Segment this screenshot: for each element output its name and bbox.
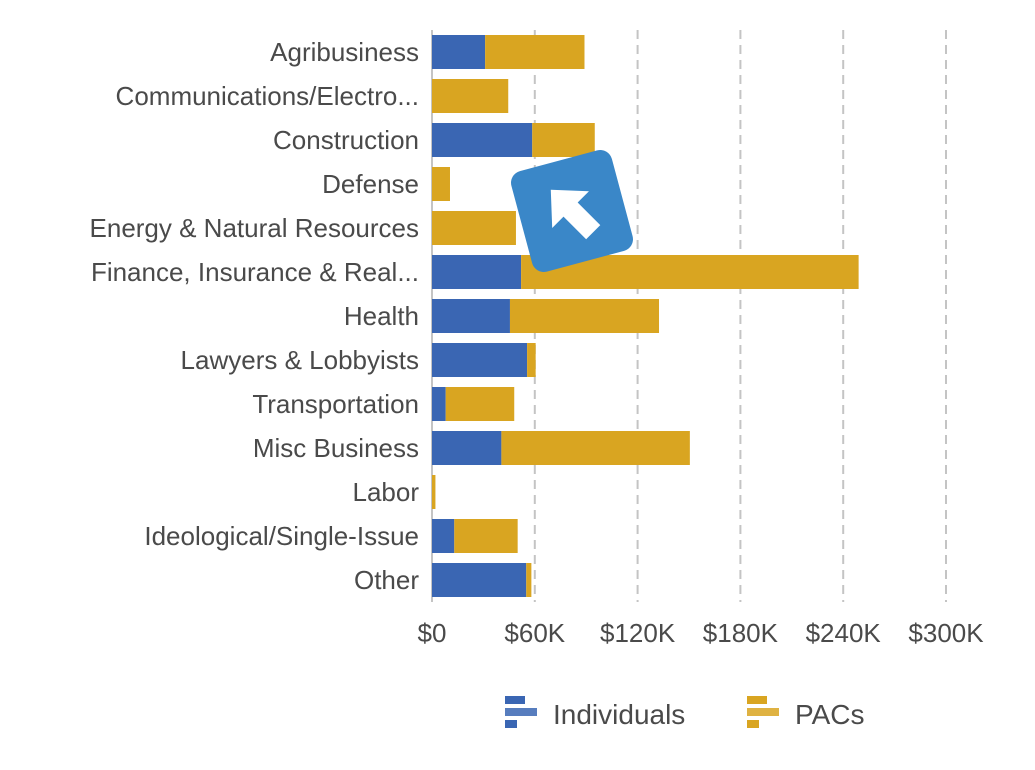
category-label: Transportation — [252, 389, 419, 419]
category-label: Agribusiness — [270, 37, 419, 67]
bar-individuals[interactable] — [432, 563, 527, 597]
bar-pacs[interactable] — [501, 431, 690, 465]
bar-individuals[interactable] — [432, 431, 502, 465]
legend-swatch-pacs — [747, 696, 767, 704]
bar-pacs[interactable] — [432, 475, 436, 509]
category-labels: Agribusiness Communications/Electro... Con… — [90, 37, 420, 595]
bar-individuals[interactable] — [432, 255, 522, 289]
bar-individuals[interactable] — [432, 35, 486, 69]
bar-pacs[interactable] — [509, 299, 660, 333]
x-tick-label: $0 — [418, 618, 447, 648]
category-label: Defense — [322, 169, 419, 199]
bar-pacs[interactable] — [527, 343, 536, 377]
category-label: Ideological/Single-Issue — [144, 521, 419, 551]
bar-pacs[interactable] — [432, 79, 509, 113]
x-tick-label: $60K — [504, 618, 565, 648]
category-label: Labor — [353, 477, 420, 507]
bars — [432, 35, 859, 597]
bar-pacs[interactable] — [432, 167, 450, 201]
category-label: Finance, Insurance & Real... — [91, 257, 419, 287]
category-label: Construction — [273, 125, 419, 155]
x-tick-label: $120K — [600, 618, 676, 648]
x-tick-label: $300K — [908, 618, 984, 648]
bar-pacs[interactable] — [526, 563, 532, 597]
bar-pacs[interactable] — [445, 387, 515, 421]
category-label: Communications/Electro... — [116, 81, 419, 111]
bar-pacs[interactable] — [532, 123, 595, 157]
category-label: Lawyers & Lobbyists — [181, 345, 419, 375]
legend-swatch-individuals — [505, 720, 517, 728]
legend-swatch-individuals — [505, 696, 525, 704]
back-arrow-icon — [550, 189, 601, 240]
x-tick-labels: $0 $60K $120K $180K $240K $300K — [418, 618, 985, 648]
legend-swatch-pacs — [747, 708, 779, 716]
category-label: Misc Business — [253, 433, 419, 463]
category-label: Other — [354, 565, 419, 595]
legend-label-individuals: Individuals — [553, 699, 685, 730]
legend-swatch-pacs — [747, 720, 759, 728]
back-button[interactable] — [508, 147, 635, 274]
bar-individuals[interactable] — [432, 519, 455, 553]
legend: Individuals PACs — [505, 696, 865, 730]
bar-pacs[interactable] — [432, 211, 516, 245]
x-tick-label: $240K — [806, 618, 882, 648]
bar-individuals[interactable] — [432, 387, 446, 421]
bar-individuals[interactable] — [432, 299, 510, 333]
bar-pacs[interactable] — [485, 35, 585, 69]
legend-swatch-individuals — [505, 708, 537, 716]
legend-item-individuals: Individuals — [505, 696, 685, 730]
category-label: Energy & Natural Resources — [90, 213, 419, 243]
bar-individuals[interactable] — [432, 343, 528, 377]
category-label: Health — [344, 301, 419, 331]
legend-item-pacs: PACs — [747, 696, 865, 730]
legend-label-pacs: PACs — [795, 699, 865, 730]
bar-individuals[interactable] — [432, 123, 533, 157]
x-tick-label: $180K — [703, 618, 779, 648]
bar-pacs[interactable] — [454, 519, 518, 553]
